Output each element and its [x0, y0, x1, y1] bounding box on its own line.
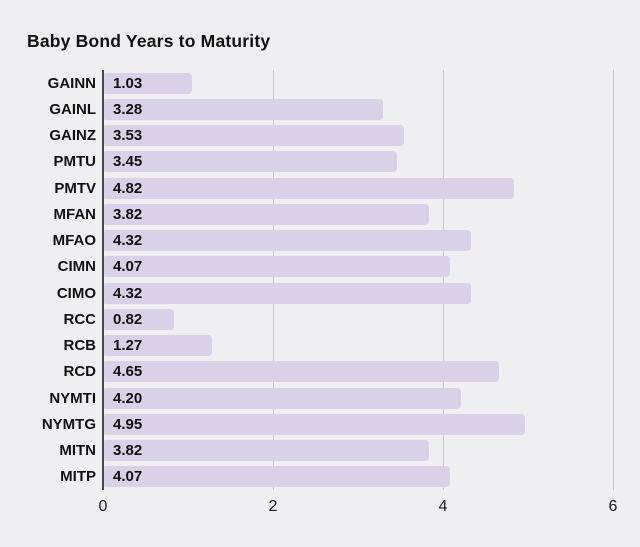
x-tick-label: 0 — [98, 498, 108, 515]
value-label: 0.82 — [113, 310, 143, 328]
value-label: 4.20 — [113, 389, 143, 407]
value-label: 1.27 — [113, 337, 143, 355]
category-label: GAINN — [47, 74, 96, 92]
bar — [104, 282, 472, 304]
category-label: PMTU — [53, 153, 97, 171]
bar — [104, 440, 429, 462]
bar — [104, 361, 500, 383]
bar — [104, 72, 192, 94]
category-label: CIMO — [56, 284, 96, 302]
gridline — [612, 70, 614, 490]
bar — [104, 151, 398, 173]
bar — [104, 177, 514, 199]
category-label: PMTV — [54, 179, 96, 197]
gridline — [442, 70, 444, 490]
category-label: GAINZ — [49, 127, 96, 145]
bar — [104, 387, 461, 409]
category-label: MITP — [60, 468, 96, 486]
category-label: MITN — [59, 442, 96, 460]
category-label: MFAN — [53, 205, 97, 223]
category-label: GAINL — [49, 100, 96, 118]
value-label: 1.03 — [113, 74, 143, 92]
x-tick-label: 2 — [268, 498, 278, 515]
value-label: 3.45 — [113, 153, 143, 171]
category-label: RCB — [63, 337, 97, 355]
value-label: 3.82 — [113, 442, 143, 460]
bar — [104, 466, 450, 488]
value-label: 4.32 — [113, 284, 143, 302]
bar — [104, 125, 405, 147]
bar — [104, 203, 429, 225]
category-label: CIMN — [57, 258, 96, 276]
value-label: 4.32 — [113, 232, 143, 250]
bar — [104, 308, 174, 330]
x-tick-label: 6 — [608, 498, 618, 515]
value-label: 4.95 — [113, 415, 143, 433]
value-label: 3.53 — [113, 127, 143, 145]
value-label: 3.28 — [113, 100, 143, 118]
value-label: 4.07 — [113, 258, 143, 276]
value-label: 4.07 — [113, 468, 143, 486]
category-label: NYMTG — [41, 415, 96, 433]
bar — [104, 335, 212, 357]
value-label: 3.82 — [113, 205, 143, 223]
value-label: 4.65 — [113, 363, 143, 381]
bar — [104, 256, 450, 278]
bar — [104, 98, 383, 120]
category-label: NYMTI — [49, 389, 96, 407]
x-tick-label: 4 — [438, 498, 448, 515]
bar — [104, 413, 525, 435]
value-label: 4.82 — [113, 179, 143, 197]
gridline — [272, 70, 274, 490]
category-label: MFAO — [52, 232, 96, 250]
bar — [104, 230, 472, 252]
category-label: RCC — [63, 310, 97, 328]
chart-title: Baby Bond Years to Maturity — [27, 31, 271, 51]
category-label: RCD — [63, 363, 97, 381]
y-axis-line — [102, 70, 104, 490]
